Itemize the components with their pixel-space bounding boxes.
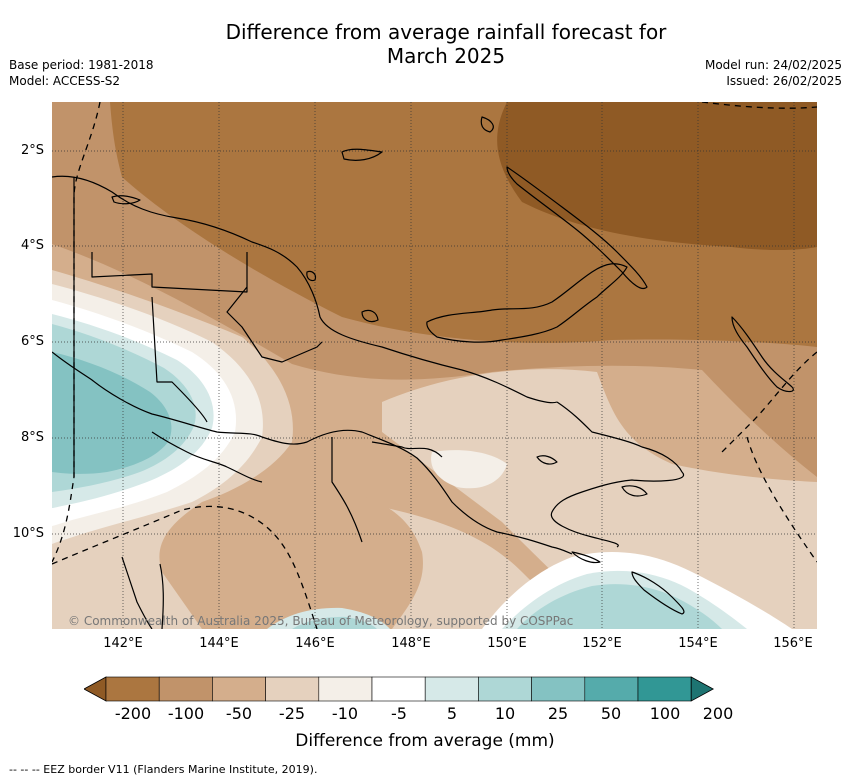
lon-label-146e: 146°E — [295, 636, 335, 651]
colorbar-segment — [424, 676, 479, 702]
colorbar-tick: 50 — [600, 704, 622, 723]
band-p50-west — [52, 352, 172, 474]
lon-label-148e: 148°E — [391, 636, 431, 651]
copyright-notice: © Commonwealth of Australia 2025, Bureau… — [68, 614, 574, 628]
colorbar-segment — [158, 676, 213, 702]
rainfall-map-svg — [52, 102, 817, 629]
run-info: Model run: 24/02/2025 Issued: 26/02/2025 — [705, 57, 842, 89]
lat-label-8s: 8°S — [20, 430, 44, 445]
lat-label-2s: 2°S — [20, 143, 44, 158]
colorbar-segment — [531, 676, 586, 702]
band-p25-bottom — [292, 616, 377, 629]
lon-label-152e: 152°E — [582, 636, 622, 651]
rainfall-map — [52, 102, 817, 629]
title-line-2: March 2025 — [386, 44, 506, 68]
lon-label-142e: 142°E — [103, 636, 143, 651]
lat-label-6s: 6°S — [20, 334, 44, 349]
colorbar-segment — [637, 676, 692, 702]
model-name: Model: ACCESS-S2 — [9, 74, 121, 88]
colorbar-segment — [478, 676, 532, 702]
colorbar-segment — [105, 676, 160, 702]
eez-footnote: -- -- -- EEZ border V11 (Flanders Marine… — [9, 763, 318, 776]
coastlines — [52, 116, 794, 629]
colorbar-tick: -200 — [114, 704, 152, 723]
map-title: Difference from average rainfall forecas… — [190, 20, 702, 68]
colorbar — [84, 676, 715, 702]
title-line-1: Difference from average rainfall forecas… — [225, 20, 667, 44]
issued-date: Issued: 26/02/2025 — [726, 74, 842, 88]
colorbar-tick: -5 — [391, 704, 407, 723]
colorbar-tick: -50 — [225, 704, 253, 723]
lat-label-4s: 4°S — [20, 238, 44, 253]
colorbar-tick: 5 — [446, 704, 458, 723]
colorbar-tick: -100 — [167, 704, 205, 723]
band-m25-inner — [194, 489, 423, 629]
band-m10-east — [382, 369, 817, 629]
colorbar-segment — [318, 676, 373, 702]
colorbar-segments — [84, 676, 715, 702]
colorbar-arrow-low — [84, 676, 107, 702]
lon-label-150e: 150°E — [487, 636, 527, 651]
lon-label-154e: 154°E — [678, 636, 718, 651]
colorbar-segment — [265, 676, 320, 702]
band-m5-centre — [431, 450, 507, 489]
colorbar-tick: 25 — [547, 704, 569, 723]
model-info: Base period: 1981-2018 Model: ACCESS-S2 — [9, 57, 154, 89]
lon-label-144e: 144°E — [199, 636, 239, 651]
colorbar-label: Difference from average (mm) — [295, 731, 555, 751]
colorbar-tick: -10 — [331, 704, 359, 723]
colorbar-segment — [371, 676, 426, 702]
gridlines — [52, 102, 817, 629]
model-run-date: Model run: 24/02/2025 — [704, 58, 842, 72]
lon-label-156e: 156°E — [773, 636, 813, 651]
colorbar-tick: 200 — [702, 704, 734, 723]
colorbar-segment — [584, 676, 639, 702]
base-period: Base period: 1981-2018 — [9, 58, 154, 72]
colorbar-tick: 10 — [494, 704, 516, 723]
colorbar-tick: 100 — [649, 704, 681, 723]
colorbar-segment — [212, 676, 266, 702]
lat-label-10s: 10°S — [12, 526, 44, 541]
colorbar-tick: -25 — [278, 704, 306, 723]
colorbar-arrow-high — [690, 676, 715, 702]
eez-borders — [52, 102, 817, 629]
